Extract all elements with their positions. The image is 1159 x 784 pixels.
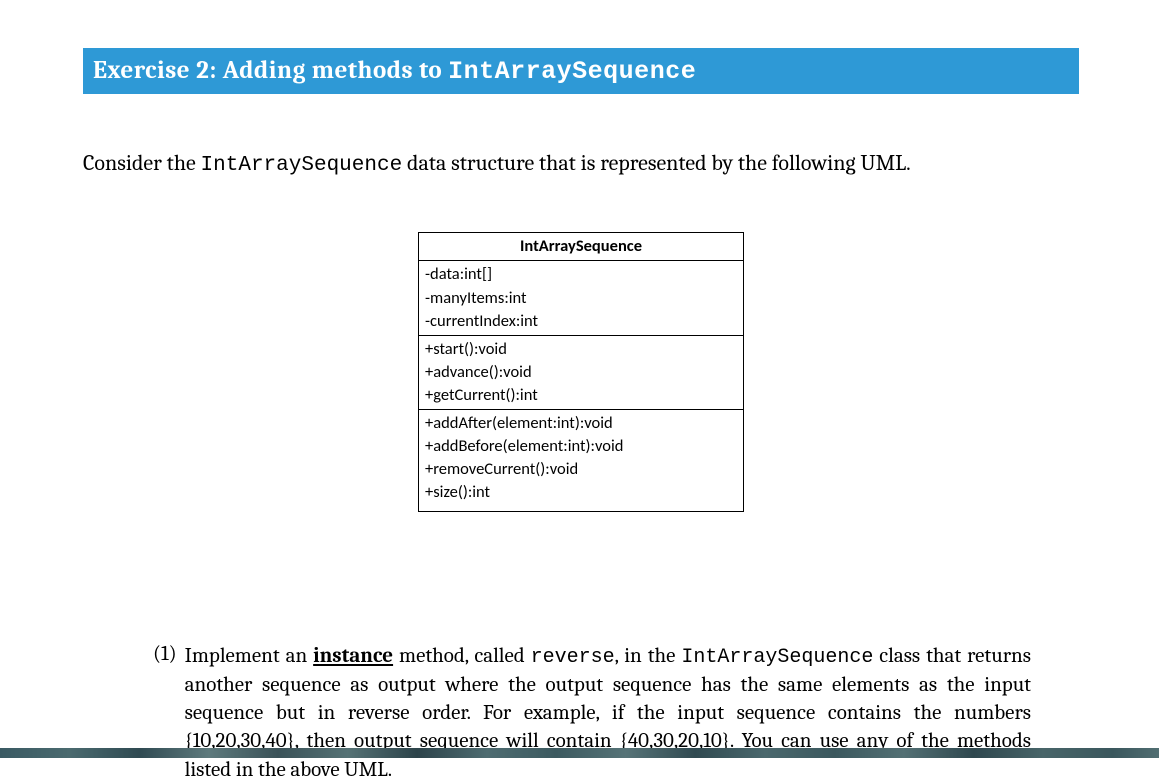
uml-methods-section-1: +start():void +advance():void +getCurren… [419, 336, 743, 410]
question-number: (1) [153, 642, 177, 784]
code-inline: IntArraySequence [681, 646, 873, 669]
footer-decoration [0, 748, 1159, 758]
uml-method: +getCurrent():int [425, 384, 737, 407]
intro-post: data structure that is represented by th… [402, 150, 911, 176]
uml-class-name: IntArraySequence [419, 233, 743, 261]
intro-paragraph: Consider the IntArraySequence data struc… [83, 149, 1079, 180]
uml-method: +size():int [425, 481, 737, 504]
uml-attr: -data:int[] [425, 263, 737, 286]
uml-method: +start():void [425, 338, 737, 361]
question-text: Implement an [185, 644, 313, 668]
uml-method: +advance():void [425, 361, 737, 384]
question-block: (1) Implement an instance method, called… [83, 642, 1079, 784]
emphasis-underline-bold: instance [313, 644, 393, 668]
uml-class-box: IntArraySequence -data:int[] -manyItems:… [418, 232, 744, 511]
title-prefix: Exercise 2: Adding methods to [93, 56, 448, 85]
intro-pre: Consider the [83, 150, 201, 176]
title-code: IntArraySequence [448, 57, 696, 86]
exercise-title: Exercise 2: Adding methods to IntArraySe… [83, 48, 1079, 94]
uml-container: IntArraySequence -data:int[] -manyItems:… [83, 232, 1079, 511]
code-inline: reverse [531, 646, 615, 669]
uml-methods-section-2: +addAfter(element:int):void +addBefore(e… [419, 410, 743, 510]
intro-code: IntArraySequence [201, 154, 403, 177]
question-text: method, called [393, 644, 531, 668]
uml-method: +addBefore(element:int):void [425, 435, 737, 458]
uml-attr: -currentIndex:int [425, 310, 737, 333]
question-text: , in the [615, 644, 682, 668]
uml-method: +removeCurrent():void [425, 458, 737, 481]
question-body: Implement an instance method, called rev… [185, 642, 1031, 784]
uml-method: +addAfter(element:int):void [425, 412, 737, 435]
uml-attr: -manyItems:int [425, 287, 737, 310]
uml-attributes: -data:int[] -manyItems:int -currentIndex… [419, 261, 743, 335]
